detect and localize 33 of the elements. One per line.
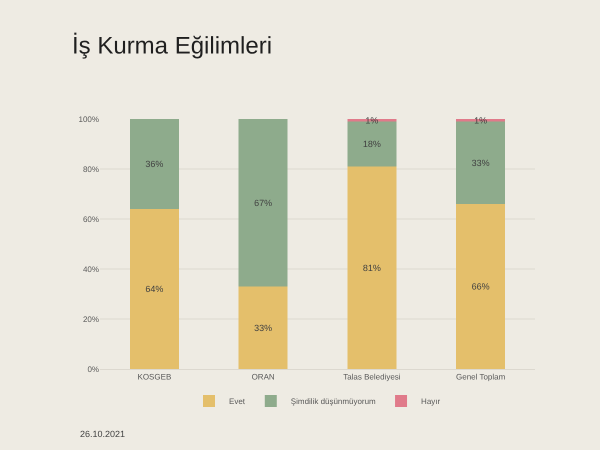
bar <box>347 166 396 369</box>
bar <box>130 119 179 209</box>
data-label: 66% <box>472 282 490 292</box>
x-tick-label: ORAN <box>252 372 275 382</box>
bar <box>238 119 288 286</box>
bar <box>130 209 179 369</box>
bar <box>456 122 506 204</box>
x-tick-label: KOSGEB <box>137 372 172 382</box>
y-tick-label: 20% <box>82 314 99 324</box>
data-label: 1% <box>474 115 488 126</box>
bar <box>347 122 396 166</box>
y-tick-label: 80% <box>82 164 99 174</box>
legend-label: Şimdilik düşünmüyorum <box>290 397 376 406</box>
bar <box>456 204 506 369</box>
chart-title: İş Kurma Eğilimleri <box>72 32 272 60</box>
data-label: 64% <box>145 284 164 294</box>
data-label: 1% <box>365 115 378 126</box>
bar <box>238 286 288 369</box>
y-tick-label: 40% <box>82 264 99 274</box>
legend-label: Evet <box>229 397 246 406</box>
x-tick-label: Talas Belediyesi <box>343 372 401 382</box>
text: 26.10.2021 <box>80 429 126 439</box>
x-tick-label: Genel Toplam <box>456 372 506 382</box>
y-tick-label: 100% <box>78 114 99 124</box>
y-tick-label: 60% <box>82 214 99 224</box>
data-label: 33% <box>254 322 272 333</box>
data-label: 67% <box>254 198 272 208</box>
data-label: 36% <box>145 159 164 169</box>
y-tick-label: 0% <box>87 364 99 374</box>
data-label: 18% <box>362 139 381 149</box>
data-label: 81% <box>362 262 381 273</box>
data-label: 33% <box>472 158 490 168</box>
legend-label: Hayır <box>421 397 440 406</box>
